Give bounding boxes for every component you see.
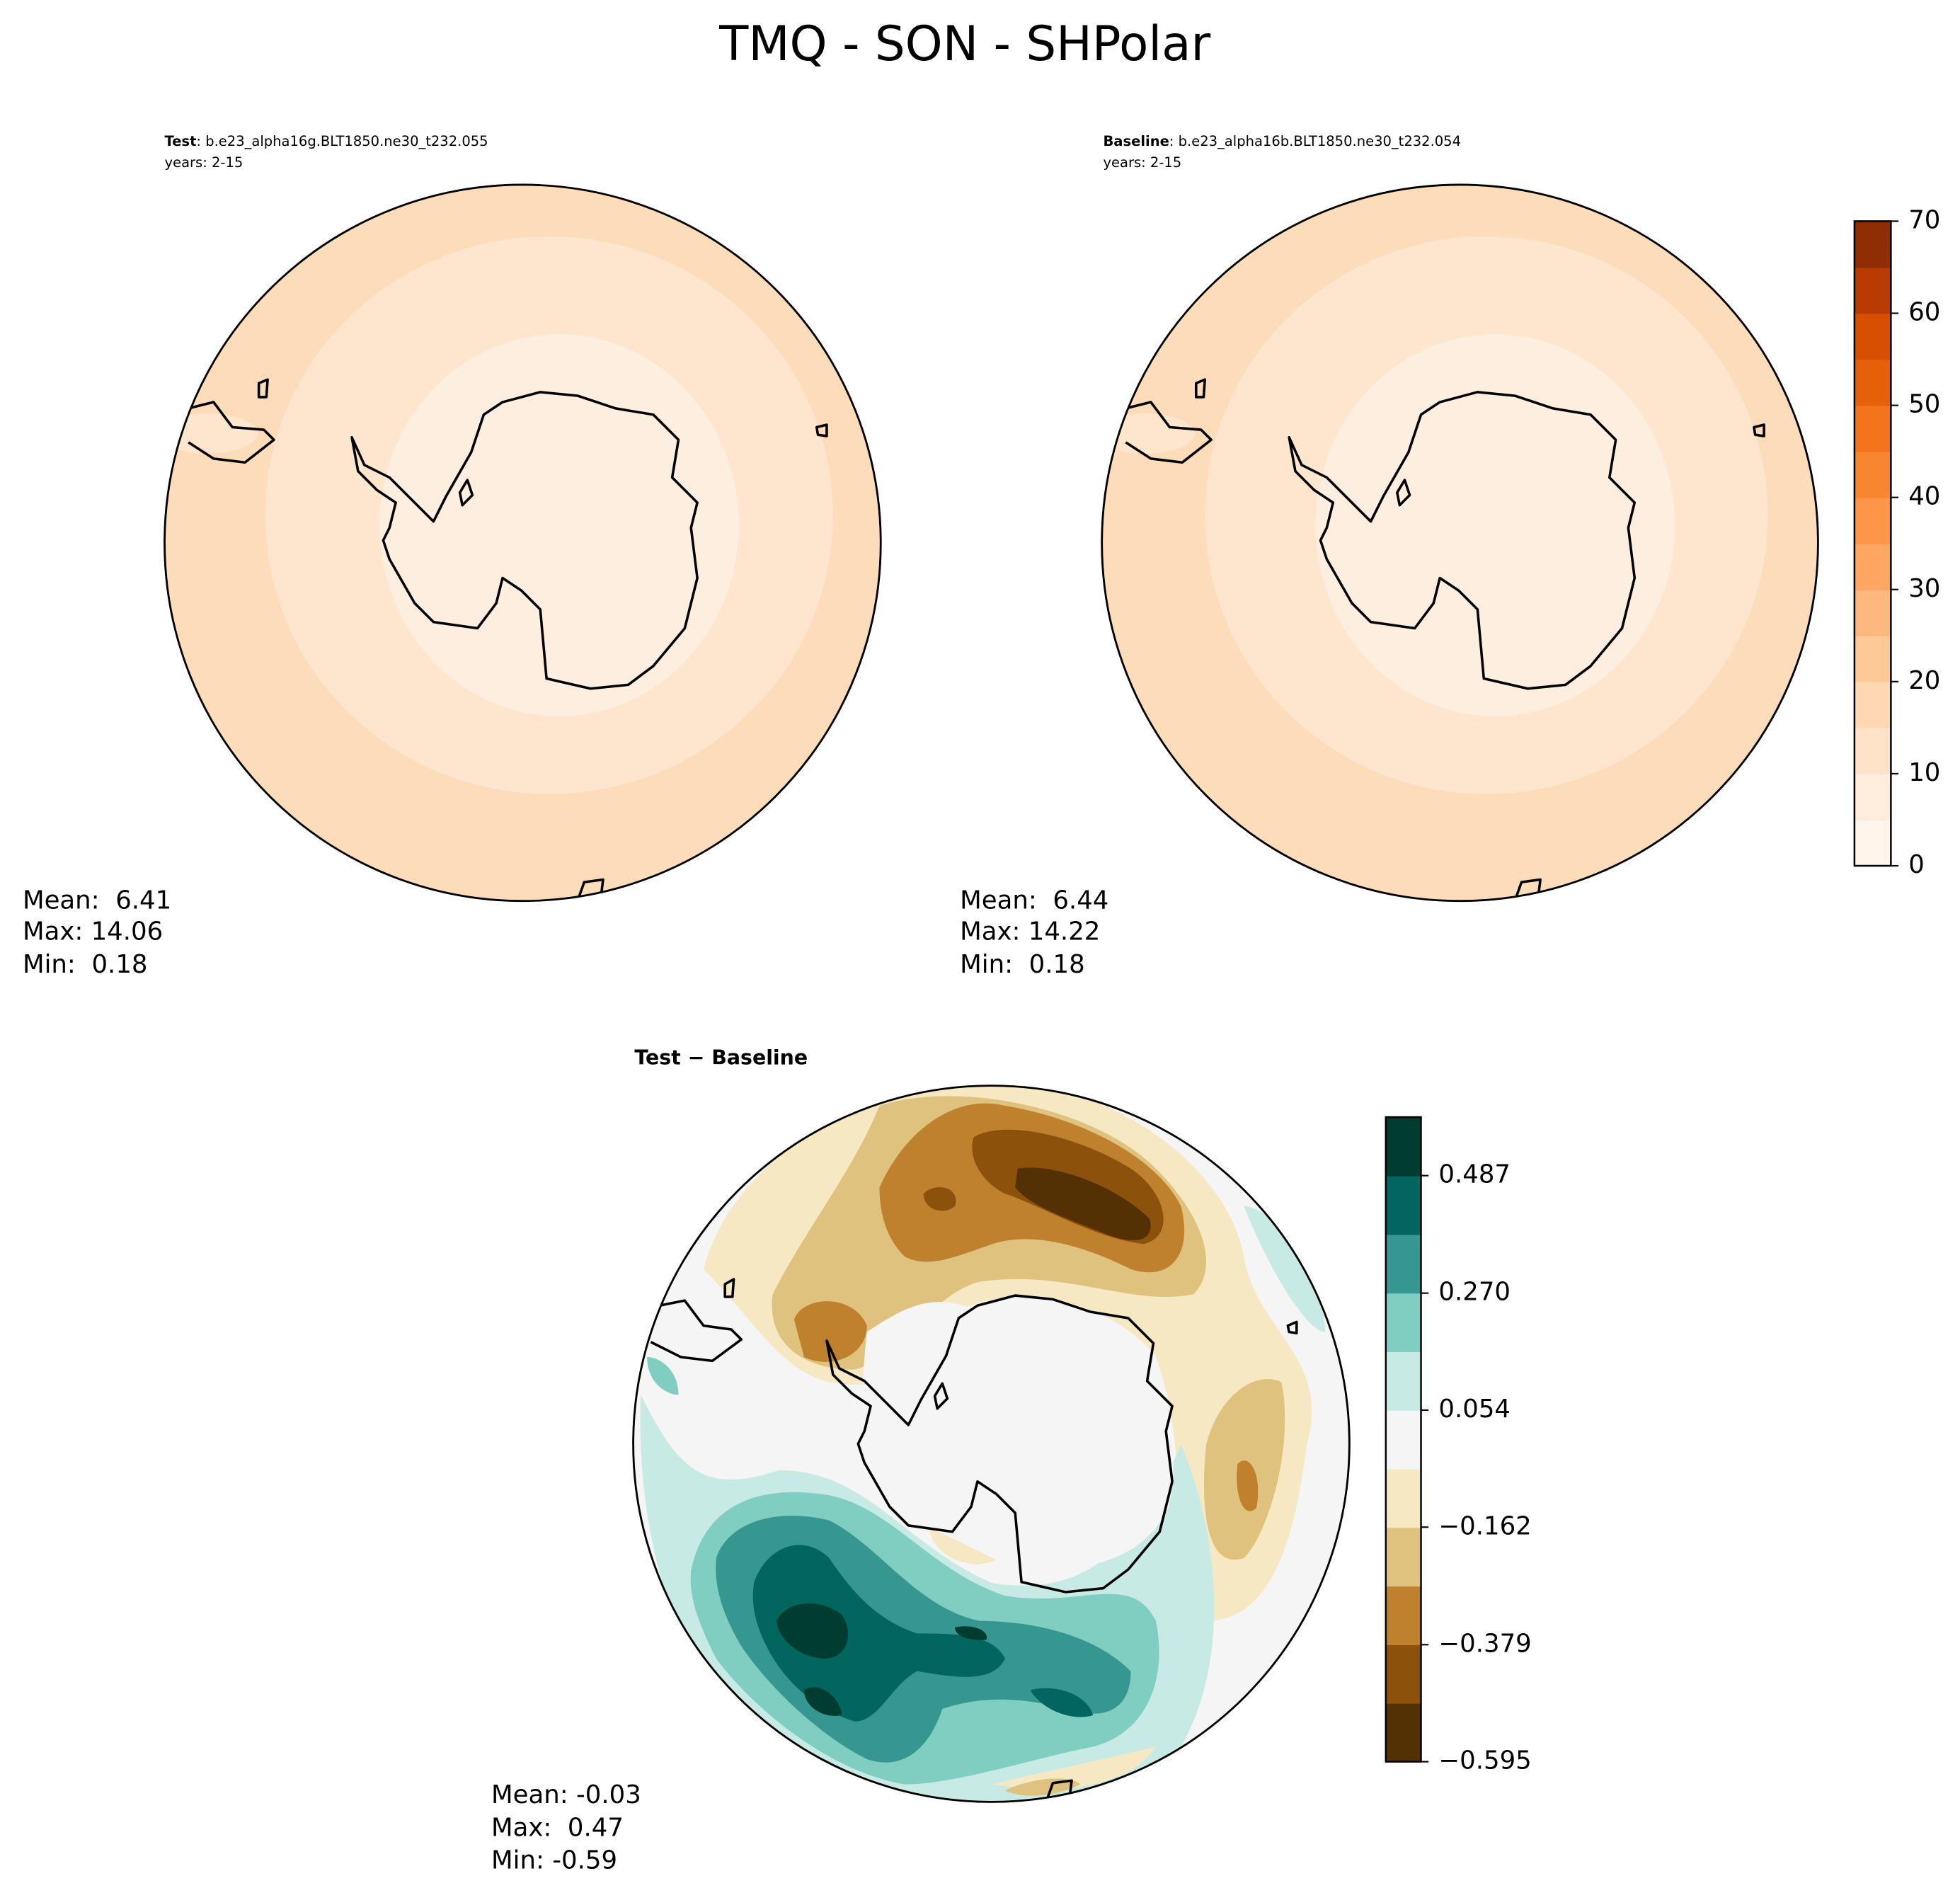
panel-label-bold: Test (165, 133, 197, 149)
colorbar-band (1854, 497, 1891, 544)
panel-years: years: 2-15 (1103, 154, 1181, 171)
stat: Max: 0.47 (491, 1813, 624, 1842)
colorbar-band (1854, 681, 1891, 728)
panel-years: years: 2-15 (165, 154, 243, 171)
colorbar-band (1385, 1351, 1421, 1411)
panel-label-rest: : b.e23_alpha16g.BLT1850.ne30_t232.055 (196, 133, 488, 149)
panel-label-rest: : b.e23_alpha16b.BLT1850.ne30_t232.054 (1169, 133, 1461, 149)
stat: Min: -0.59 (491, 1846, 617, 1875)
map (1101, 184, 1818, 901)
colorbar-band (1385, 1293, 1421, 1353)
colorbar-tick-label: −0.162 (1438, 1511, 1531, 1540)
panel-label-bold: Baseline (1103, 133, 1169, 149)
panel-label: Test − Baseline (634, 1046, 808, 1069)
stat: Max: 14.22 (960, 917, 1100, 946)
figure-title: TMQ - SON - SHPolar (718, 16, 1210, 71)
colorbar-band (1854, 635, 1891, 682)
colorbar-band (1854, 267, 1891, 314)
colorbar-tick-label: 0.270 (1438, 1278, 1511, 1307)
colorbars: 0 10 20 30 40 50 60 70 −0.595 −0.379 −0.162 0.054 0.… (1385, 205, 1940, 1775)
colorbar-tick-label: −0.595 (1438, 1746, 1531, 1775)
colorbar-band (1854, 451, 1891, 498)
colorbar-tick-label: 0 (1908, 850, 1925, 879)
map (164, 184, 881, 901)
panel-stats: Mean: 6.44 Max: 14.22 Min: 0.18 (960, 886, 1108, 979)
colorbar-tick-label: 10 (1908, 758, 1940, 787)
colorbar-frame (1853, 220, 1892, 867)
colorbar-tick-label: 60 (1908, 298, 1940, 327)
colorbar-band (1854, 313, 1891, 360)
colorbar-tick-label: 0.487 (1438, 1160, 1511, 1189)
colorbar-band (1854, 589, 1891, 636)
colorbar-band (1385, 1644, 1421, 1704)
stat: Min: 0.18 (23, 950, 148, 979)
colorbar-band (1854, 773, 1891, 820)
stat: Mean: 6.41 (23, 886, 171, 915)
colorbar-tick-label: −0.379 (1438, 1629, 1531, 1658)
colorbar-tick-label: 70 (1908, 205, 1940, 234)
colorbar-band (1854, 405, 1891, 452)
colorbar-band (1385, 1234, 1421, 1294)
colorbar-band (1385, 1175, 1421, 1235)
colorbar-band (1854, 727, 1891, 774)
colorbar-frame (1385, 1116, 1422, 1763)
panel-label: Test: b.e23_alpha16g.BLT1850.ne30_t232.0… (165, 133, 488, 149)
stat: Min: 0.18 (960, 950, 1085, 979)
colorbar-tick-label: 50 (1908, 390, 1940, 419)
colorbar-band (1385, 1527, 1421, 1587)
colorbar-band (1385, 1703, 1421, 1763)
panel-label: Baseline: b.e23_alpha16b.BLT1850.ne30_t2… (1103, 133, 1461, 149)
colorbar-band (1385, 1409, 1421, 1470)
colorbar-tick-label: 30 (1908, 574, 1940, 603)
colorbar-tick-label: 0.054 (1438, 1395, 1511, 1424)
map (633, 1085, 1350, 1802)
colorbar-band (1385, 1117, 1421, 1177)
colorbar-band (1854, 359, 1891, 406)
colorbar-band (1854, 221, 1891, 268)
panel-stats: Mean: -0.03 Max: 0.47 Min: -0.59 (491, 1780, 641, 1875)
colorbar-band (1385, 1586, 1421, 1645)
stat: Max: 14.06 (23, 917, 163, 946)
stat: Mean: 6.44 (960, 886, 1108, 915)
colorbar-tick-label: 40 (1908, 482, 1940, 511)
colorbar-tick-label: 20 (1908, 666, 1940, 695)
colorbar-band (1854, 819, 1891, 866)
stat: Mean: -0.03 (491, 1780, 641, 1809)
colorbar-band (1385, 1468, 1421, 1528)
panel-stats: Mean: 6.41 Max: 14.06 Min: 0.18 (23, 886, 171, 979)
colorbar-band (1854, 543, 1891, 590)
